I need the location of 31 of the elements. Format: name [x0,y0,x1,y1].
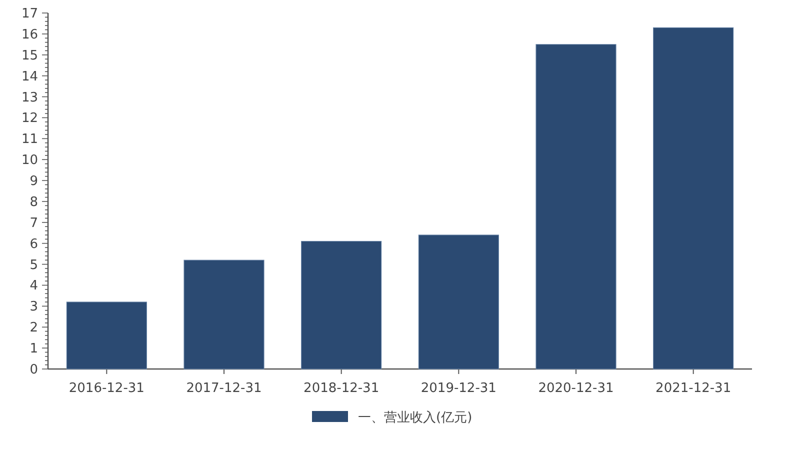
y-tick-label: 8 [30,194,38,210]
y-tick-label: 17 [21,6,38,22]
legend-label: 一、营业收入(亿元) [358,410,472,426]
y-tick-label: 13 [21,90,38,106]
bar [301,240,382,370]
y-tick-label: 6 [30,236,38,252]
y-tick-label: 5 [30,258,38,273]
y-tick-label: 12 [21,111,38,126]
bar [536,44,616,370]
bar [66,302,147,370]
x-tick-label: 2016-12-31 [68,381,144,396]
x-tick-label: 2017-12-31 [186,381,262,396]
y-tick-label: 4 [30,278,38,294]
x-tick-label: 2020-12-31 [538,381,614,396]
y-tick-label: 3 [30,300,38,315]
y-tick-label: 14 [21,69,38,84]
y-tick-label: 15 [21,48,38,64]
y-tick-label: 2 [30,320,38,336]
y-tick-label: 1 [30,342,38,357]
bar [653,27,734,370]
y-tick-label: 10 [21,153,38,168]
x-tick-label: 2019-12-31 [420,381,496,396]
y-tick-label: 16 [21,27,38,42]
y-tick-label: 9 [30,174,38,190]
x-tick-label: 2021-12-31 [656,381,732,396]
bar [418,234,499,370]
bar [184,260,264,370]
y-tick-label: 7 [30,216,38,231]
y-tick-label: 11 [21,132,38,148]
x-tick-label: 2018-12-31 [304,381,380,396]
y-tick-label: 0 [30,362,38,378]
